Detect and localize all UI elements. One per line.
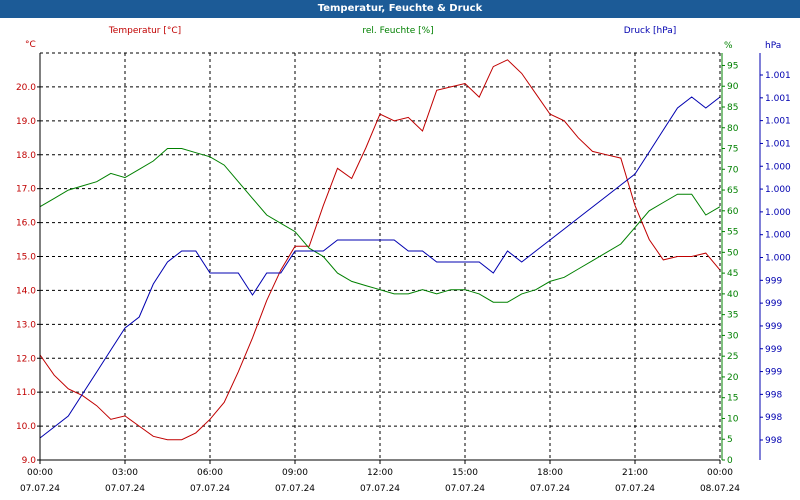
axes-layer: 9.0 10.0 11.0 12.0 13.0 14.0 15.0 16.0 17.0 18.0 1…	[16, 53, 791, 494]
x-tick-time: 15:00	[452, 468, 478, 478]
pressure-series-line	[39, 96, 721, 439]
pressure-axis-label: Druck [hPa]	[624, 26, 677, 36]
x-tick-date: 07.07.24	[190, 484, 230, 494]
humidity-tick-label: 25	[727, 352, 738, 362]
humidity-series-line	[39, 148, 721, 303]
humidity-tick-label: 55	[727, 228, 738, 238]
humidity-tick-label: 80	[727, 124, 739, 134]
x-tick-time: 18:00	[537, 468, 563, 478]
pressure-tick-label: 1.001	[765, 71, 791, 81]
pressure-tick-label: 1.001	[765, 117, 791, 127]
humidity-tick-label: 85	[727, 103, 738, 113]
pressure-tick-label: 999	[765, 368, 782, 378]
pressure-tick-label: 999	[765, 322, 782, 332]
humidity-tick-label: 65	[727, 186, 738, 196]
pressure-tick-label: 1.000	[765, 185, 791, 195]
humidity-tick-label: 35	[727, 311, 738, 321]
temperature-tick-label: 13.0	[16, 320, 36, 330]
humidity-tick-label: 95	[727, 61, 738, 71]
temperature-series-line	[39, 59, 721, 441]
pressure-tick-label: 1.000	[765, 231, 791, 241]
pressure-tick-label: 999	[765, 299, 782, 309]
pressure-tick-label: 998	[765, 436, 782, 446]
x-tick-date: 07.07.24	[445, 484, 485, 494]
humidity-tick-label: 5	[727, 435, 733, 445]
x-tick-date: 07.07.24	[105, 484, 145, 494]
temperature-tick-label: 14.0	[16, 286, 36, 296]
temperature-tick-label: 18.0	[16, 151, 36, 161]
humidity-tick-label: 50	[727, 248, 739, 258]
humidity-tick-label: 40	[727, 290, 739, 300]
pressure-tick-label: 1.001	[765, 94, 791, 104]
temperature-tick-label: 12.0	[16, 354, 36, 364]
temperature-tick-label: 17.0	[16, 185, 36, 195]
pressure-tick-label: 999	[765, 276, 782, 286]
x-tick-time: 12:00	[367, 468, 393, 478]
x-tick-time: 03:00	[112, 468, 138, 478]
humidity-tick-label: 15	[727, 394, 738, 404]
series-layer	[39, 59, 721, 441]
pressure-axis-unit: hPa	[765, 41, 781, 51]
humidity-tick-label: 30	[727, 331, 739, 341]
x-tick-date: 07.07.24	[360, 484, 400, 494]
humidity-tick-label: 0	[727, 456, 733, 466]
chart: °C Temperatur [°C] rel. Feuchte [%] Druc…	[16, 26, 791, 494]
pressure-tick-label: 1.000	[765, 162, 791, 172]
pressure-tick-label: 998	[765, 390, 782, 400]
humidity-tick-label: 20	[727, 373, 739, 383]
pressure-tick-label: 1.001	[765, 139, 791, 149]
x-tick-date: 07.07.24	[615, 484, 655, 494]
humidity-tick-label: 60	[727, 207, 739, 217]
x-tick-date: 07.07.24	[20, 484, 60, 494]
temperature-axis-label: Temperatur [°C]	[108, 26, 181, 36]
chart-title: Temperatur, Feuchte & Druck	[0, 0, 800, 18]
humidity-tick-label: 75	[727, 145, 738, 155]
pressure-tick-label: 998	[765, 413, 782, 423]
x-tick-date: 08.07.24	[700, 484, 740, 494]
humidity-axis-unit: %	[724, 41, 733, 51]
x-tick-time: 06:00	[197, 468, 223, 478]
humidity-axis-label: rel. Feuchte [%]	[362, 26, 433, 36]
temperature-tick-label: 11.0	[16, 388, 36, 398]
temperature-tick-label: 20.0	[16, 83, 36, 93]
humidity-tick-label: 10	[727, 414, 739, 424]
pressure-tick-label: 1.000	[765, 254, 791, 264]
pressure-tick-label: 1.000	[765, 208, 791, 218]
x-tick-time: 00:00	[707, 468, 733, 478]
temperature-tick-label: 9.0	[22, 456, 37, 466]
temperature-tick-label: 10.0	[16, 422, 36, 432]
x-tick-time: 00:00	[27, 468, 53, 478]
humidity-tick-label: 45	[727, 269, 738, 279]
x-tick-time: 21:00	[622, 468, 648, 478]
temperature-tick-label: 16.0	[16, 219, 36, 229]
x-tick-date: 07.07.24	[275, 484, 315, 494]
temperature-tick-label: 19.0	[16, 117, 36, 127]
temperature-axis-unit: °C	[25, 40, 36, 50]
x-tick-date: 07.07.24	[530, 484, 570, 494]
humidity-tick-label: 90	[727, 82, 739, 92]
humidity-tick-label: 70	[727, 165, 739, 175]
pressure-tick-label: 999	[765, 345, 782, 355]
x-tick-time: 09:00	[282, 468, 308, 478]
temperature-tick-label: 15.0	[16, 253, 36, 263]
